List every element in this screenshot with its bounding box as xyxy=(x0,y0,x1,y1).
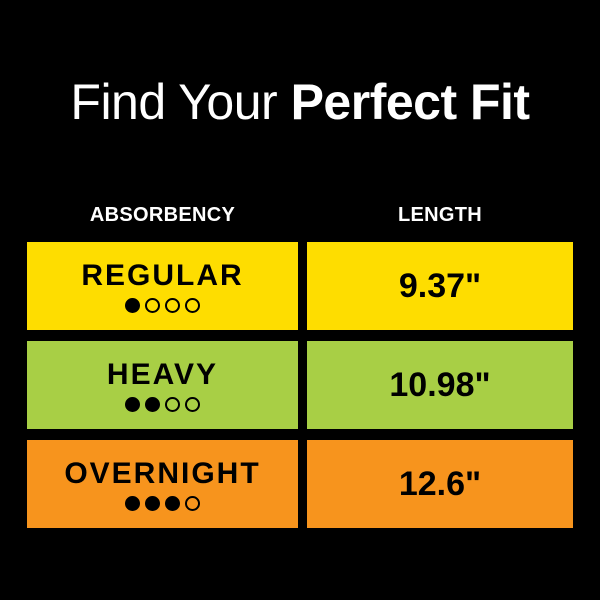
filled-circle-icon xyxy=(125,396,140,412)
absorbency-level-dots xyxy=(125,495,200,511)
filled-circle-icon xyxy=(125,297,140,313)
absorbency-cell: HEAVY xyxy=(27,341,298,429)
length-value: 12.6" xyxy=(398,465,482,503)
length-value: 10.98" xyxy=(389,366,491,404)
length-cell: 12.6" xyxy=(307,440,573,528)
length-header: LENGTH xyxy=(397,204,483,226)
length-value: 9.37" xyxy=(398,267,482,305)
absorbency-header: ABSORBENCY xyxy=(89,204,236,226)
absorbency-name: OVERNIGHT xyxy=(64,456,261,490)
absorbency-cell: REGULAR xyxy=(27,242,298,330)
empty-circle-icon xyxy=(145,297,160,313)
absorbency-name: REGULAR xyxy=(81,258,244,292)
absorbency-cell: OVERNIGHT xyxy=(27,440,298,528)
empty-circle-icon xyxy=(185,495,200,511)
filled-circle-icon xyxy=(145,495,160,511)
empty-circle-icon xyxy=(165,396,180,412)
empty-circle-icon xyxy=(185,396,200,412)
empty-circle-icon xyxy=(185,297,200,313)
filled-circle-icon xyxy=(125,495,140,511)
absorbency-level-dots xyxy=(125,396,200,412)
absorbency-level-dots xyxy=(125,297,200,313)
title-light: Find Your xyxy=(70,74,291,130)
filled-circle-icon xyxy=(165,495,180,511)
page-title: Find Your Perfect Fit xyxy=(0,74,600,130)
empty-circle-icon xyxy=(165,297,180,313)
title-bold: Perfect Fit xyxy=(290,74,531,130)
length-cell: 10.98" xyxy=(307,341,573,429)
length-cell: 9.37" xyxy=(307,242,573,330)
filled-circle-icon xyxy=(145,396,160,412)
absorbency-name: HEAVY xyxy=(106,357,219,391)
